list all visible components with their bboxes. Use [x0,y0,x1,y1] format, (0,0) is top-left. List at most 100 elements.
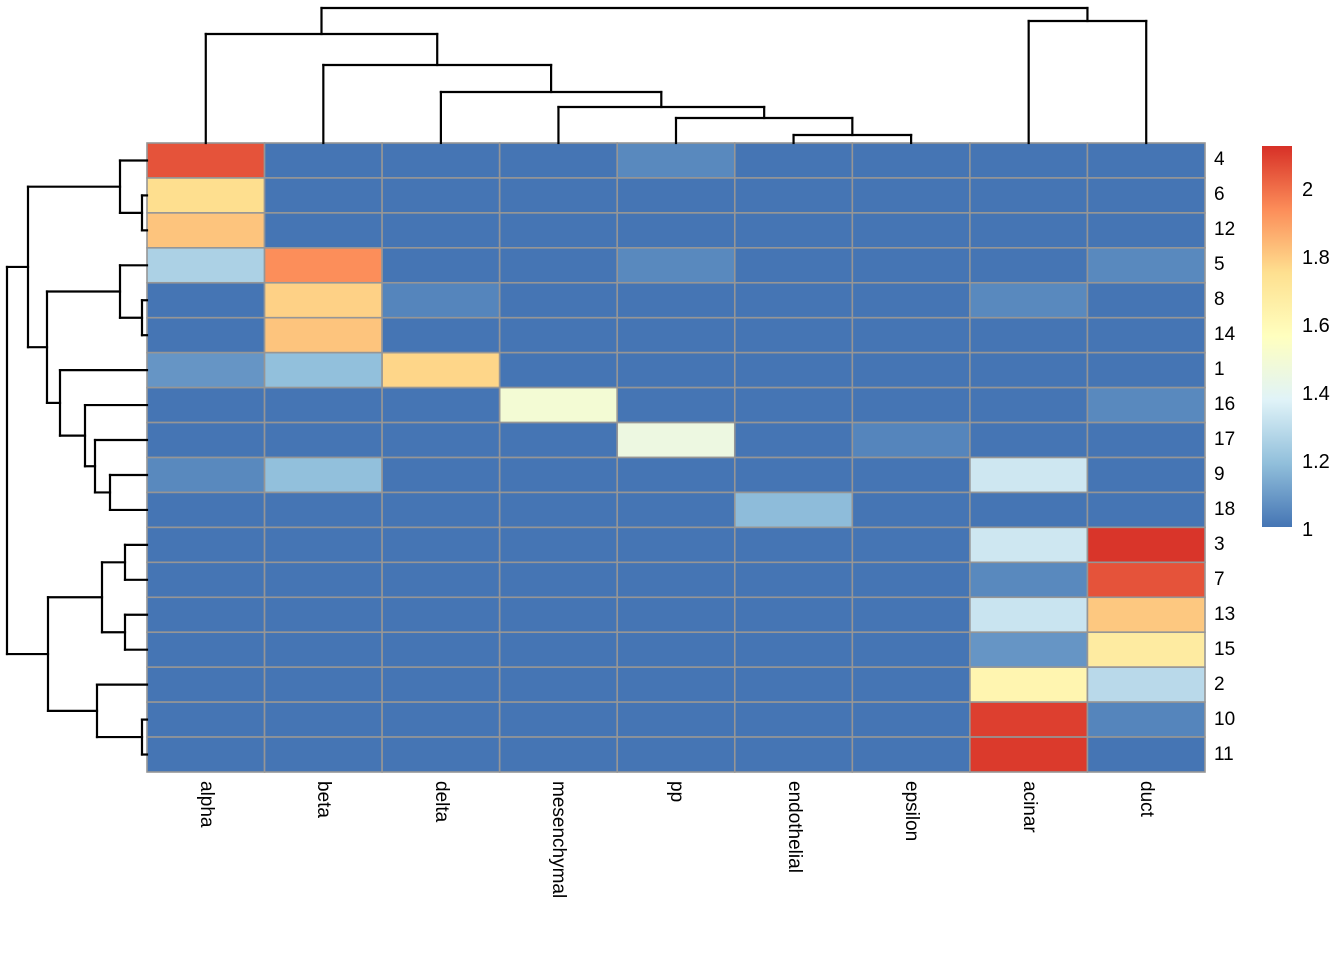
heatmap-cell [263,351,383,389]
heatmap-cell [969,491,1089,529]
heatmap-cell [146,351,266,389]
heatmap-cell [146,247,266,284]
heatmap-cell [498,666,619,703]
heatmap-cell [146,142,266,179]
heatmap-cell [616,316,736,354]
heatmap-cell [616,701,736,738]
row-label: 11 [1214,743,1234,765]
heatmap-cell [146,701,266,738]
row-label: 12 [1214,219,1236,241]
heatmap-cell [498,596,619,634]
heatmap-cell [146,561,266,599]
heatmap-cell [263,736,383,773]
heatmap-cell [733,351,854,389]
row-label: 3 [1214,533,1225,555]
heatmap-cell [263,561,383,599]
heatmap-cell [498,212,619,249]
heatmap-cell [1086,316,1206,354]
heatmap-cell [733,526,854,564]
row-label: 14 [1214,324,1236,346]
heatmap-cell [851,561,971,599]
heatmap-cell [851,526,971,564]
heatmap-cell [1086,456,1206,494]
column-label: beta [313,781,335,818]
heatmap-cell [851,736,971,773]
heatmap-cell [616,596,736,634]
heatmap-cell [969,212,1089,249]
heatmap-cell [263,701,383,738]
heatmap-cell [263,631,383,668]
heatmap-cell [263,596,383,634]
heatmap-cell [969,421,1089,459]
heatmap-cell [381,456,501,494]
heatmap-cell [146,456,266,494]
heatmap-cell [498,701,619,738]
heatmap-cell [969,351,1089,389]
row-label: 4 [1214,149,1225,171]
heatmap-cell [851,281,971,319]
heatmap-cell [616,386,736,424]
colorbar-tick-label: 1.8 [1302,246,1330,269]
heatmap-cell [733,736,854,773]
heatmap-cell [969,631,1089,668]
heatmap-cell [146,596,266,634]
colorbar-tick-label: 1.4 [1302,382,1330,405]
heatmap-cell [851,177,971,214]
heatmap-cell [146,491,266,529]
heatmap-cell [733,596,854,634]
heatmap-cell [1086,561,1206,599]
heatmap-cell [146,316,266,354]
heatmap-cell [498,281,619,319]
heatmap-cell [851,142,971,179]
heatmap-cell [733,212,854,249]
heatmap-cell [851,351,971,389]
heatmap-cell [498,456,619,494]
heatmap-cell [498,491,619,529]
row-label: 17 [1214,429,1236,451]
row-label: 1 [1214,359,1225,381]
heatmap-cell [381,631,501,668]
heatmap-cell [146,526,266,564]
heatmap-cell [733,631,854,668]
heatmap-cell [969,596,1089,634]
heatmap-cell [616,561,736,599]
heatmap-cell [616,142,736,179]
heatmap-cell [146,631,266,668]
heatmap-cell [1086,491,1206,529]
row-label: 9 [1214,464,1225,486]
heatmap-cell [851,631,971,668]
heatmap-cell [146,666,266,703]
heatmap-cell [969,386,1089,424]
heatmap-cell [263,212,383,249]
row-label: 13 [1214,603,1236,625]
heatmap-cell [616,631,736,668]
heatmap-cell [851,666,971,703]
column-label: endothelial [783,781,805,873]
heatmap-cell [381,561,501,599]
heatmap-cell [969,561,1089,599]
heatmap-cell [1086,247,1206,284]
heatmap-cell [733,386,854,424]
heatmap-cell [616,666,736,703]
heatmap-cell [616,526,736,564]
heatmap-cell [1086,281,1206,319]
heatmap-cell [381,247,501,284]
heatmap-cell [381,351,501,389]
heatmap-cell [381,701,501,738]
heatmap-cell [263,316,383,354]
heatmap-cell [1086,351,1206,389]
heatmap-cell [851,212,971,249]
heatmap-cell [969,177,1089,214]
heatmap-cell [616,351,736,389]
heatmap-cell [498,316,619,354]
heatmap-cell [1086,736,1206,773]
heatmap-cell [381,491,501,529]
heatmap-cell [263,456,383,494]
heatmap-cell [498,351,619,389]
heatmap-cell [969,666,1089,703]
heatmap-cell [969,316,1089,354]
column-label: delta [430,781,452,823]
heatmap-cell [733,666,854,703]
row-label: 10 [1214,708,1236,730]
heatmap-cell [969,142,1089,179]
